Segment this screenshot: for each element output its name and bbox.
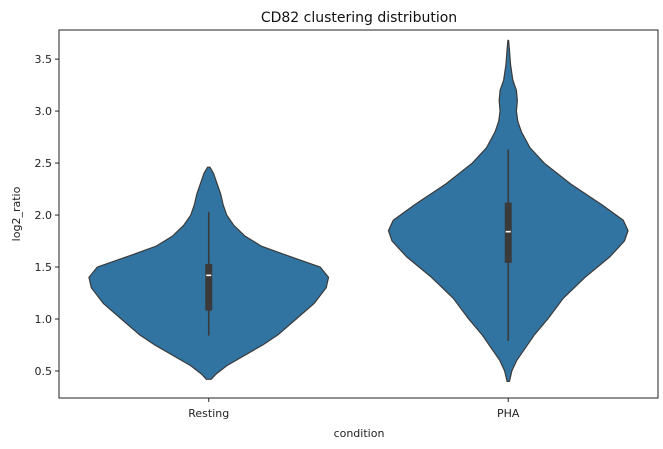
plot-frame	[58, 29, 659, 399]
x-tick-label-pha: PHA	[497, 407, 520, 420]
x-axis: Resting PHA	[188, 398, 520, 420]
x-axis-title: condition	[334, 427, 385, 440]
y-axis: 0.5 1.0 1.5 2.0 2.5 3.0 3.5	[35, 53, 59, 378]
x-tick-label-resting: Resting	[188, 407, 229, 420]
y-axis-title: log2_ratio	[10, 186, 23, 241]
chart-title: CD82 clustering distribution	[261, 10, 457, 26]
y-tick-label: 1.0	[35, 313, 53, 326]
iqr-box-resting	[205, 263, 213, 311]
y-tick-label: 3.0	[35, 105, 53, 118]
y-tick-label: 2.5	[35, 157, 53, 170]
y-tick-label: 3.5	[35, 53, 53, 66]
y-tick-label: 1.5	[35, 261, 53, 274]
iqr-box-pha	[504, 202, 512, 263]
violins-layer	[88, 39, 629, 382]
y-tick-label: 2.0	[35, 209, 53, 222]
y-tick-label: 0.5	[35, 365, 53, 378]
